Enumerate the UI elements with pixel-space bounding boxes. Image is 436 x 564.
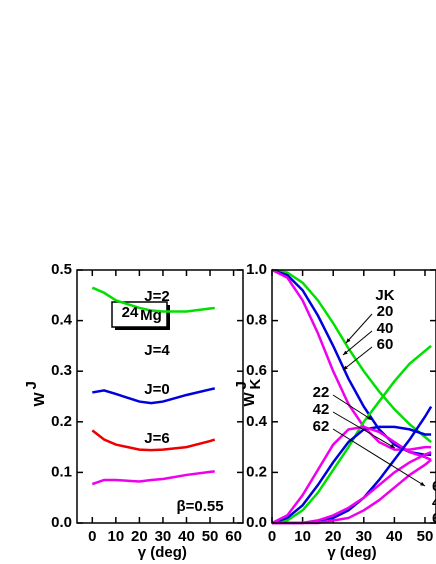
curve: [272, 425, 432, 525]
curve: [91, 429, 216, 452]
annotation: 60: [377, 336, 394, 353]
arrow-head: [343, 350, 348, 355]
x-axis-label: γ (deg): [327, 544, 376, 561]
x-tick-label: 30: [355, 528, 372, 545]
curve: [272, 344, 432, 525]
annotation: J=2: [144, 288, 169, 305]
annotation: 42: [313, 401, 330, 418]
arrow-head: [420, 481, 425, 486]
annotation: 20: [377, 303, 394, 320]
arrow-head: [367, 415, 372, 420]
x-tick-label: 30: [155, 528, 172, 545]
curve: [272, 268, 432, 456]
y-tick-label: 0.0: [246, 514, 267, 531]
x-tick-label: 10: [108, 528, 125, 545]
curve: [272, 268, 432, 451]
curve: [92, 387, 216, 405]
annotation: 6: [432, 478, 436, 495]
y-tick-label: 1.0: [246, 261, 267, 278]
arrow: [345, 313, 373, 344]
arrow-head: [343, 365, 348, 370]
label-box-shadow: [167, 305, 170, 330]
y-axis-label: W: [31, 392, 48, 407]
curve: [91, 470, 215, 486]
plot-frame: [76, 269, 244, 524]
annotation: 62: [313, 418, 330, 435]
y-tick-label: 0.2: [246, 463, 267, 480]
y-tick-label: 0.1: [51, 463, 72, 480]
annotation: Mg: [140, 307, 162, 324]
arrow-head: [346, 338, 351, 343]
x-tick-label: 20: [325, 528, 342, 545]
x-tick-label: 60: [225, 528, 242, 545]
arrow: [342, 346, 373, 371]
y-axis-label-sup: J: [233, 381, 250, 389]
x-tick-label: 50: [202, 528, 219, 545]
y-axis-label-sub: K: [247, 379, 264, 390]
x-tick-label: 0: [268, 528, 276, 545]
annotation: J=4: [144, 342, 170, 359]
annotation: J=0: [144, 381, 169, 398]
x-tick-label: 40: [178, 528, 195, 545]
x-tick-label: 50: [417, 528, 434, 545]
y-tick-label: 0.8: [246, 312, 267, 329]
annotation: 4: [432, 494, 436, 511]
arrow: [332, 428, 426, 487]
arrow: [332, 394, 373, 421]
annotation: 40: [377, 320, 394, 337]
annotation: 6: [432, 510, 436, 527]
plot-frame: [271, 269, 436, 524]
y-axis-label: W: [241, 392, 258, 407]
x-tick-label: 40: [386, 528, 403, 545]
x-tick-label: 20: [131, 528, 148, 545]
arrow: [332, 411, 396, 449]
annotation: JK: [375, 287, 394, 304]
curve: [272, 268, 432, 444]
curve: [272, 425, 432, 525]
x-axis-label: γ (deg): [138, 544, 187, 561]
curve: [91, 286, 215, 313]
y-tick-label: 0.2: [51, 413, 72, 430]
annotation: 22: [313, 384, 330, 401]
y-tick-label: 0.3: [51, 362, 72, 379]
x-tick-label: 10: [294, 528, 311, 545]
annotation: β=0.55: [176, 498, 223, 515]
y-tick-label: 0.4: [51, 312, 73, 329]
y-tick-label: 0.6: [246, 362, 267, 379]
arrow-head: [390, 444, 395, 448]
y-axis-label-sup: J: [23, 381, 40, 389]
annotation: J=6: [144, 430, 169, 447]
y-tick-label: 0.5: [51, 261, 72, 278]
y-tick-label: 0.4: [246, 413, 268, 430]
annotation: 24: [122, 304, 139, 321]
label-box-shadow: [115, 327, 170, 330]
arrow: [342, 330, 373, 356]
x-tick-label: 0: [88, 528, 96, 545]
y-tick-label: 0.0: [51, 514, 72, 531]
